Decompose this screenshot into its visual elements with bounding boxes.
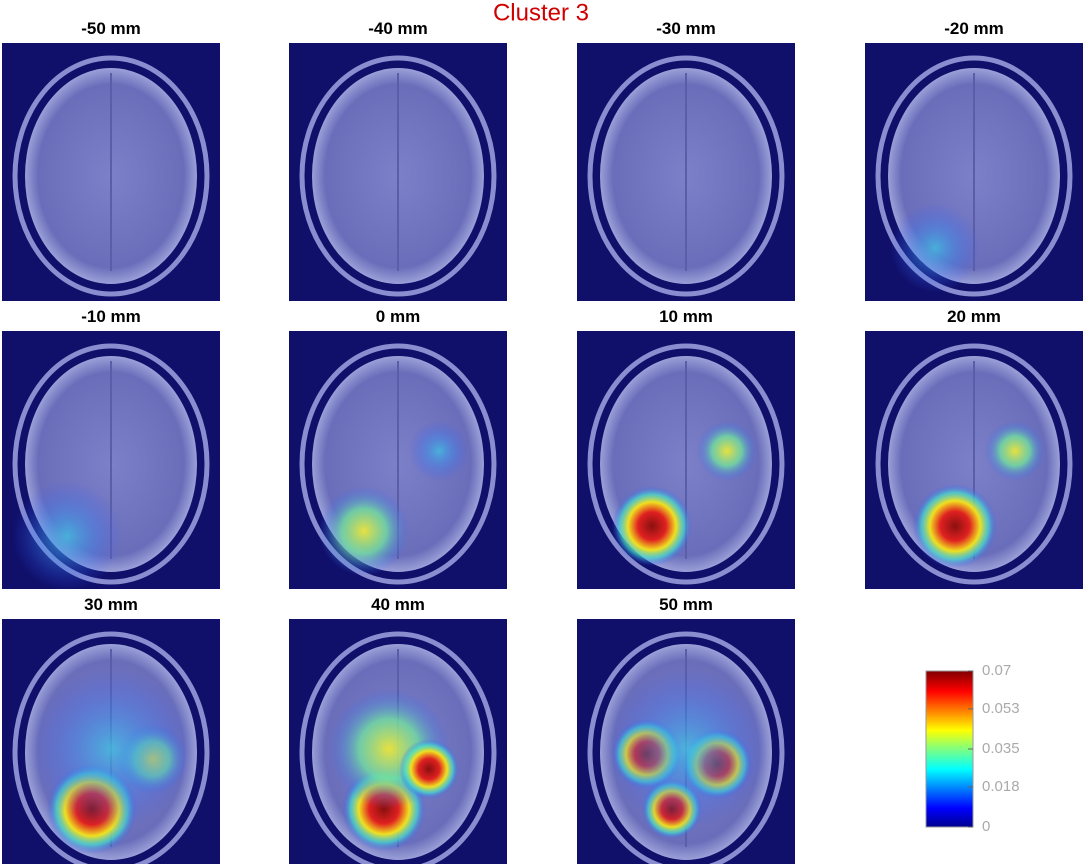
brain-panel [2, 331, 220, 591]
panel-label: -50 mm [81, 19, 141, 38]
colorbar-tick-label: 0.053 [982, 700, 1020, 717]
panel-label: 20 mm [947, 307, 1001, 326]
skull [587, 343, 785, 585]
activation [12, 481, 122, 591]
skull [299, 343, 497, 585]
activation [607, 669, 767, 829]
activation [697, 421, 757, 481]
skull [299, 631, 497, 864]
activation [890, 203, 980, 293]
brain-panel [2, 619, 220, 864]
brain-panel [577, 43, 795, 301]
activation [985, 421, 1045, 481]
brain-panel [289, 619, 507, 864]
activation [319, 486, 409, 576]
brain-panel [577, 331, 795, 589]
brain-panel [577, 619, 795, 864]
colorbar-tick-label: 0.07 [982, 662, 1011, 679]
brain-panel [865, 331, 1083, 589]
panel-label: 10 mm [659, 307, 713, 326]
colorbar-tick-label: 0.035 [982, 740, 1020, 757]
panel-label: -10 mm [81, 307, 141, 326]
panel-label: -40 mm [368, 19, 428, 38]
panel-label: 30 mm [84, 595, 138, 614]
skull [587, 631, 785, 864]
activation [399, 739, 459, 799]
skull [12, 631, 210, 864]
brain-panel [289, 43, 507, 301]
activation [913, 484, 997, 568]
colorbar-tick-label: 0.018 [982, 778, 1020, 795]
activation [612, 486, 692, 566]
skull [12, 55, 210, 297]
panel-label: -30 mm [656, 19, 716, 38]
panel-label: 0 mm [376, 307, 420, 326]
colorbar-tick-label: 0 [982, 818, 990, 835]
activation [32, 669, 192, 829]
skull [299, 55, 497, 297]
skull [12, 343, 210, 585]
skull [875, 55, 1073, 297]
brain-panel [2, 43, 220, 301]
activation [409, 421, 469, 481]
brain-panel [289, 331, 507, 589]
skull [875, 343, 1073, 585]
figure-title: Cluster 3 [493, 0, 589, 26]
brain-panel [865, 43, 1083, 301]
panel-label: 50 mm [659, 595, 713, 614]
skull [587, 55, 785, 297]
colorbar [925, 670, 974, 828]
panel-label: 40 mm [371, 595, 425, 614]
panel-label: -20 mm [944, 19, 1004, 38]
